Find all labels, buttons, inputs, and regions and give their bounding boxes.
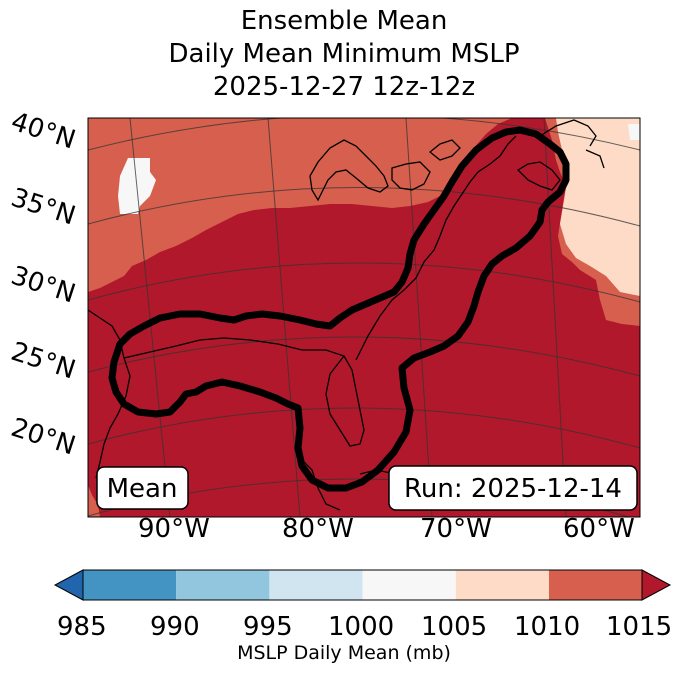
colorbar-over-arrow — [641, 569, 672, 601]
colorbar-tick-1010: 1010 — [514, 612, 581, 642]
colorbar-segment-995-1000 — [269, 570, 363, 600]
map-panel — [88, 118, 640, 517]
colorbar-segment-990-995 — [176, 570, 270, 600]
mean-box — [96, 466, 189, 510]
colorbar-tick-1005: 1005 — [421, 612, 488, 642]
lon-label-80w: 80°W — [282, 514, 354, 544]
colorbar-label: MSLP Daily Mean (mb) — [237, 642, 451, 664]
colorbar-tick-990: 990 — [150, 612, 200, 642]
colorbar-segment-1000-1005 — [362, 570, 456, 600]
run-box-label: Run: 2025-12-14 — [404, 474, 622, 504]
title-line-1: Ensemble Mean — [240, 6, 448, 36]
mean-box-label: Mean — [107, 474, 178, 504]
colorbar-tick-1000: 1000 — [328, 612, 395, 642]
lon-label-60w: 60°W — [563, 514, 635, 544]
mslp-1005-1010-region — [556, 118, 640, 296]
colorbar-frame — [82, 569, 643, 601]
colorbar-under-arrow — [53, 569, 84, 601]
colorbar-tick-985: 985 — [57, 612, 107, 642]
coastlines — [88, 119, 605, 511]
colorbar-tick-995: 995 — [243, 612, 293, 642]
map-border — [87, 117, 641, 518]
colorbar-segment-985-990 — [83, 570, 177, 600]
lon-label-70w: 70°W — [420, 514, 492, 544]
title-line-2: Daily Mean Minimum MSLP — [168, 39, 520, 69]
colorbar — [53, 569, 672, 601]
run-box — [388, 465, 638, 511]
colorbar-tick-1015: 1015 — [606, 612, 673, 642]
lon-label-90w: 90°W — [138, 514, 210, 544]
title-line-3: 2025-12-27 12z-12z — [212, 72, 476, 102]
colorbar-segment-1010-1015 — [549, 570, 642, 600]
colorbar-segment-1005-1010 — [455, 570, 549, 600]
mslp-above-1015-region — [88, 118, 640, 517]
threshold-contour — [108, 126, 570, 492]
mslp-1000-1005-patch-tr — [628, 124, 640, 140]
